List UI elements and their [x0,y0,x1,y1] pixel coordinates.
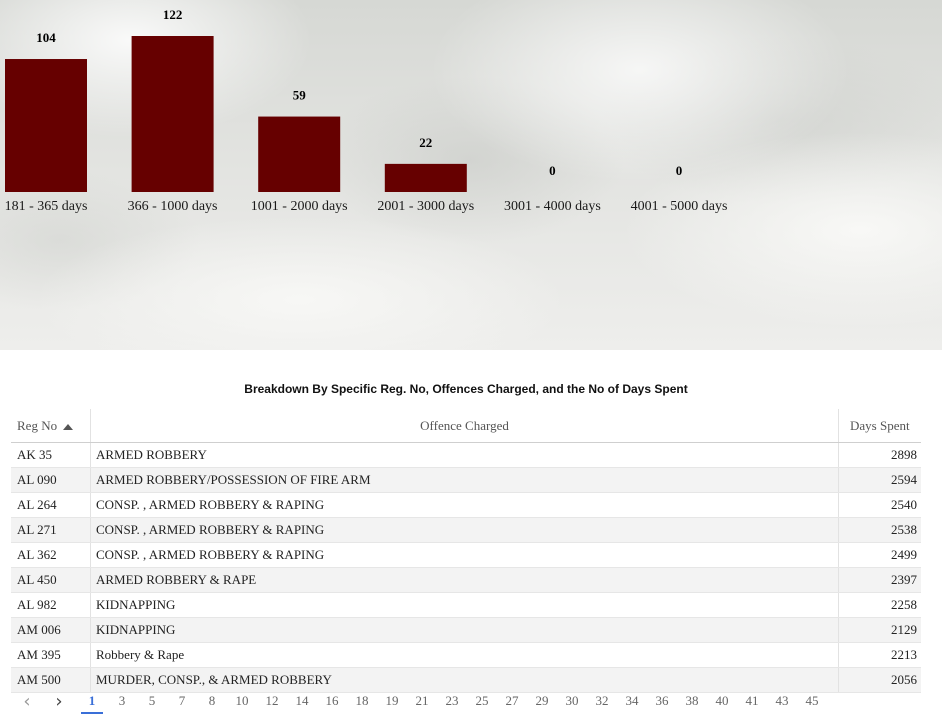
page-link-16[interactable]: 16 [325,692,339,708]
page-link-36[interactable]: 36 [655,692,669,708]
bar-3[interactable] [384,163,467,192]
offence-cell: CONSP. , ARMED ROBBERY & RAPING [91,518,839,542]
offence-cell: KIDNAPPING [91,618,839,642]
chevron-left-icon[interactable]: ‹ [23,690,31,712]
reg-no-cell: AK 35 [11,443,91,467]
page-link-14[interactable]: 14 [295,692,309,708]
page-number-list: 1 3 5 7 8 10 12 14 16 18 19 21 23 25 27 29 30 32 34 36 38 40 4… [77,689,827,714]
reg-no-cell: AL 982 [11,593,91,617]
category-label: 4001 - 5000 days [631,199,728,214]
page-link-10[interactable]: 10 [235,692,249,708]
days-spent-cell: 2397 [891,572,917,587]
page-link-45[interactable]: 45 [805,692,819,708]
page-link-29[interactable]: 29 [535,692,549,708]
page-link-3[interactable]: 3 [118,692,126,708]
category-label: 366 - 1000 days [128,199,218,214]
reg-no-cell: AL 264 [11,493,91,517]
reg-no-cell: AL 271 [11,518,91,542]
bar-0[interactable] [5,59,87,193]
days-spent-cell: 2056 [891,672,917,687]
pagination: ‹ › 1 3 5 7 8 10 12 14 16 18 19 21 23 25 27 29 30 32 34 36 3… [11,688,827,714]
reg-no-cell: AM 500 [11,668,91,692]
days-spent-cell: 2258 [891,597,917,612]
page-link-34[interactable]: 34 [625,692,639,708]
column-header-label: Reg No [17,417,58,433]
page-link-40[interactable]: 40 [715,692,729,708]
table-row[interactable]: AM 500 MURDER, CONSP., & ARMED ROBBERY 205… [11,668,921,693]
page-link-25[interactable]: 25 [475,692,489,708]
offence-cell: Robbery & Rape [91,643,839,667]
reg-no-cell: AM 006 [11,618,91,642]
category-label: 3001 - 4000 days [504,199,601,214]
table-row[interactable]: AL 090 ARMED ROBBERY/POSSESSION OF FIRE A… [11,468,921,493]
table-body: AK 35 ARMED ROBBERY 2898 AL 090 ARMED ROBBER… [11,443,921,693]
offence-cell: MURDER, CONSP., & ARMED ROBBERY [91,668,839,692]
table-row[interactable]: AL 362 CONSP. , ARMED ROBBERY & RAPING 249… [11,543,921,568]
page-link-41[interactable]: 41 [745,692,759,708]
offence-cell: ARMED ROBBERY [91,443,839,467]
offence-cell: KIDNAPPING [91,593,839,617]
page-link-8[interactable]: 8 [208,692,216,708]
days-range-bar-chart: 104 181 - 365 days 122 366 - 1000 days 59 100… [5,7,728,214]
page-link-12[interactable]: 12 [265,692,279,708]
table-row[interactable]: AL 271 CONSP. , ARMED ROBBERY & RAPING 253… [11,518,921,543]
column-header-label: Offence Charged [420,417,509,433]
table-row[interactable]: AL 982 KIDNAPPING 2258 [11,593,921,618]
bar-value-label: 122 [163,7,183,22]
column-header-offence[interactable]: Offence Charged [91,409,839,442]
reg-no-cell: AL 090 [11,468,91,492]
page-link-27[interactable]: 27 [505,692,519,708]
days-spent-cell: 2538 [891,522,917,537]
page-link-32[interactable]: 32 [595,692,609,708]
days-spent-cell: 2594 [891,472,917,487]
bar-value-label: 104 [36,30,56,45]
table-row[interactable]: AL 264 CONSP. , ARMED ROBBERY & RAPING 254… [11,493,921,518]
column-header-reg-no[interactable]: Reg No [11,409,91,442]
table-row[interactable]: AL 450 ARMED ROBBERY & RAPE 2397 [11,568,921,593]
bar-2[interactable] [258,116,341,192]
bar-value-label: 59 [293,88,307,103]
bar-value-label: 22 [419,135,432,150]
category-label: 2001 - 3000 days [377,199,474,214]
reg-no-cell: AM 395 [11,643,91,667]
category-label: 181 - 365 days [5,199,88,214]
page-link-30[interactable]: 30 [565,692,579,708]
bar-1[interactable] [131,36,214,192]
page-link-23[interactable]: 23 [445,692,459,708]
table-title: Breakdown By Specific Reg. No, Offences … [244,382,688,396]
table-row[interactable]: AM 006 KIDNAPPING 2129 [11,618,921,643]
page-link-1[interactable]: 1 [81,689,103,714]
days-spent-cell: 2540 [891,497,917,512]
column-header-days-spent[interactable]: Days Spent [839,409,921,442]
page-link-18[interactable]: 18 [355,692,369,708]
offences-table: Reg No Offence Charged Days Spent AK 35 A… [11,409,921,693]
reg-no-cell: AL 450 [11,568,91,592]
page-link-21[interactable]: 21 [415,692,429,708]
column-header-label: Days Spent [850,417,910,433]
days-spent-cell: 2898 [891,447,917,462]
days-spent-cell: 2129 [891,622,917,637]
page-link-43[interactable]: 43 [775,692,789,708]
table-header: Reg No Offence Charged Days Spent [11,409,921,443]
reg-no-cell: AL 362 [11,543,91,567]
bar-value-label: 0 [549,163,556,178]
bar-value-label: 0 [676,163,683,178]
table-row[interactable]: AM 395 Robbery & Rape 2213 [11,643,921,668]
offence-cell: CONSP. , ARMED ROBBERY & RAPING [91,493,839,517]
days-spent-cell: 2213 [891,647,917,662]
offence-cell: CONSP. , ARMED ROBBERY & RAPING [91,543,839,567]
offence-cell: ARMED ROBBERY/POSSESSION OF FIRE ARM [91,468,839,492]
page-link-38[interactable]: 38 [685,692,699,708]
days-spent-cell: 2499 [891,547,917,562]
page-link-5[interactable]: 5 [148,692,156,708]
chevron-right-icon[interactable]: › [55,690,63,712]
offence-cell: ARMED ROBBERY & RAPE [91,568,839,592]
background-sky-image: 104 181 - 365 days 122 366 - 1000 days 59 100… [0,0,942,350]
table-row[interactable]: AK 35 ARMED ROBBERY 2898 [11,443,921,468]
sort-ascending-icon[interactable] [63,424,74,430]
category-label: 1001 - 2000 days [251,199,348,214]
page-link-7[interactable]: 7 [178,692,186,708]
page-link-19[interactable]: 19 [385,692,399,708]
